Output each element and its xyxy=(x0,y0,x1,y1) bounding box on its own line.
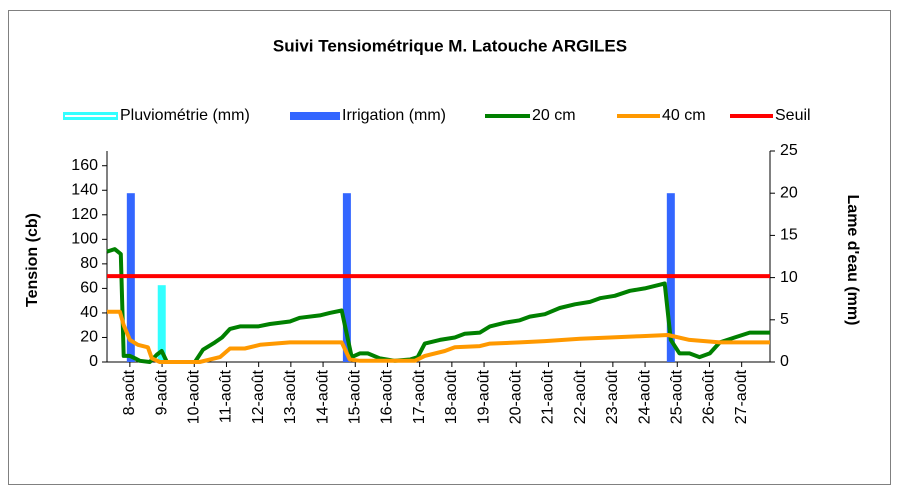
y-tick-label: 20 xyxy=(80,329,98,346)
y-tick-label: 40 xyxy=(80,304,98,321)
y-tick-label: 160 xyxy=(71,157,98,174)
x-tick-label: 10-août xyxy=(185,369,202,424)
legend-label: Irrigation (mm) xyxy=(342,107,446,124)
legend-label: 20 cm xyxy=(532,107,576,124)
x-tick-label: 13-août xyxy=(282,369,299,424)
x-tick-label: 25-août xyxy=(668,369,685,424)
line-series xyxy=(107,309,770,364)
x-tick-label: 12-août xyxy=(250,369,267,424)
x-tick-label: 14-août xyxy=(314,369,331,424)
x-tick-label: 24-août xyxy=(636,369,653,424)
legend-label: Seuil xyxy=(775,107,811,124)
x-tick-label: 17-août xyxy=(411,369,428,424)
x-tick-label: 26-août xyxy=(701,369,718,424)
x-tick-label: 9-août xyxy=(153,369,170,415)
y-tick-label: 140 xyxy=(71,181,98,198)
y-tick-label: 100 xyxy=(71,231,98,248)
y2-tick-label: 5 xyxy=(780,311,789,328)
legend-label: Pluviométrie (mm) xyxy=(120,107,250,124)
x-tick-label: 23-août xyxy=(604,369,621,424)
chart-frame xyxy=(8,10,891,485)
x-tick-label: 16-août xyxy=(379,369,396,424)
y2-tick-label: 10 xyxy=(780,269,798,286)
y-tick-label: 0 xyxy=(89,353,98,370)
y2-tick-label: 0 xyxy=(780,353,789,370)
y-tick-label: 80 xyxy=(80,255,98,272)
bar xyxy=(157,285,166,362)
x-tick-label: 15-août xyxy=(346,369,363,424)
x-tick-label: 11-août xyxy=(218,369,235,423)
y2-tick-label: 20 xyxy=(780,184,798,201)
x-tick-label: 8-août xyxy=(121,369,138,415)
y-tick-label: 120 xyxy=(71,206,98,223)
x-tick-label: 19-août xyxy=(475,369,492,424)
y2-tick-label: 15 xyxy=(780,227,798,244)
x-tick-label: 20-août xyxy=(507,369,524,424)
legend-label: 40 cm xyxy=(662,107,706,124)
y-tick-label: 60 xyxy=(80,280,98,297)
y-axis-title: Tension (cb) xyxy=(24,213,41,307)
x-tick-label: 21-août xyxy=(540,369,557,424)
x-tick-label: 18-août xyxy=(443,369,460,424)
chart-title: Suivi Tensiométrique M. Latouche ARGILES xyxy=(273,36,627,55)
y2-axis-title: Lame d'eau (mm) xyxy=(844,195,861,326)
y2-tick-label: 25 xyxy=(780,142,798,159)
x-tick-label: 27-août xyxy=(733,369,750,424)
x-tick-label: 22-août xyxy=(572,369,589,424)
